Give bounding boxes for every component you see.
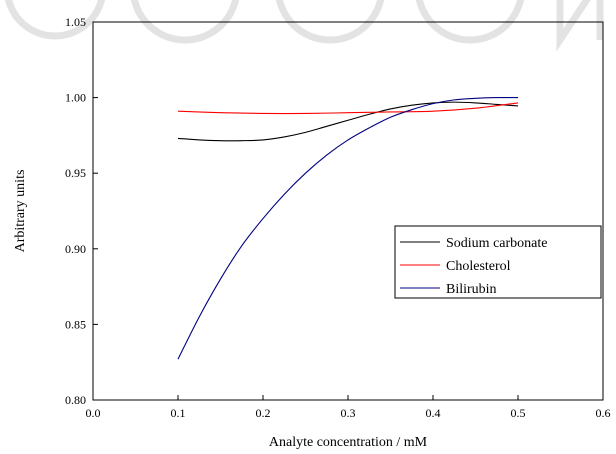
y-axis: 0.80 0.85 0.90 0.95 1.00 1.05 xyxy=(65,15,98,407)
legend-label: Cholesterol xyxy=(446,259,511,274)
series-line-bilirubin xyxy=(177,96,519,360)
y-tick-label: 0.95 xyxy=(65,166,86,180)
y-tick-label: 0.80 xyxy=(65,393,86,407)
y-tick-label: 1.00 xyxy=(65,91,86,105)
y-tick-label: 0.85 xyxy=(65,317,86,331)
x-tick-label: 0.4 xyxy=(426,406,441,420)
legend-box xyxy=(394,225,602,299)
series-lines xyxy=(177,96,519,360)
y-axis-title: Arbitrary units xyxy=(13,170,28,253)
x-tick-label: 0.2 xyxy=(256,406,271,420)
plot-area-frame xyxy=(92,21,604,401)
legend-label: Sodium carbonate xyxy=(446,236,547,251)
x-tick-label: 0.5 xyxy=(511,406,526,420)
series-line-sodium-carbonate xyxy=(177,101,519,142)
x-tick-label: 0.3 xyxy=(341,406,356,420)
x-tick-label: 0.1 xyxy=(171,406,186,420)
series-line-cholesterol xyxy=(177,102,519,115)
legend-label: Bilirubin xyxy=(446,282,497,297)
y-tick-label: 0.90 xyxy=(65,242,86,256)
y-tick-label: 1.05 xyxy=(65,15,86,29)
legend: Sodium carbonate Cholesterol Bilirubin xyxy=(394,225,602,299)
x-axis: 0.0 0.1 0.2 0.3 0.4 0.5 0.6 xyxy=(86,395,611,420)
x-axis-title: Analyte concentration / mM xyxy=(269,435,428,450)
x-tick-label: 0.0 xyxy=(86,406,101,420)
x-tick-label: 0.6 xyxy=(596,406,611,420)
